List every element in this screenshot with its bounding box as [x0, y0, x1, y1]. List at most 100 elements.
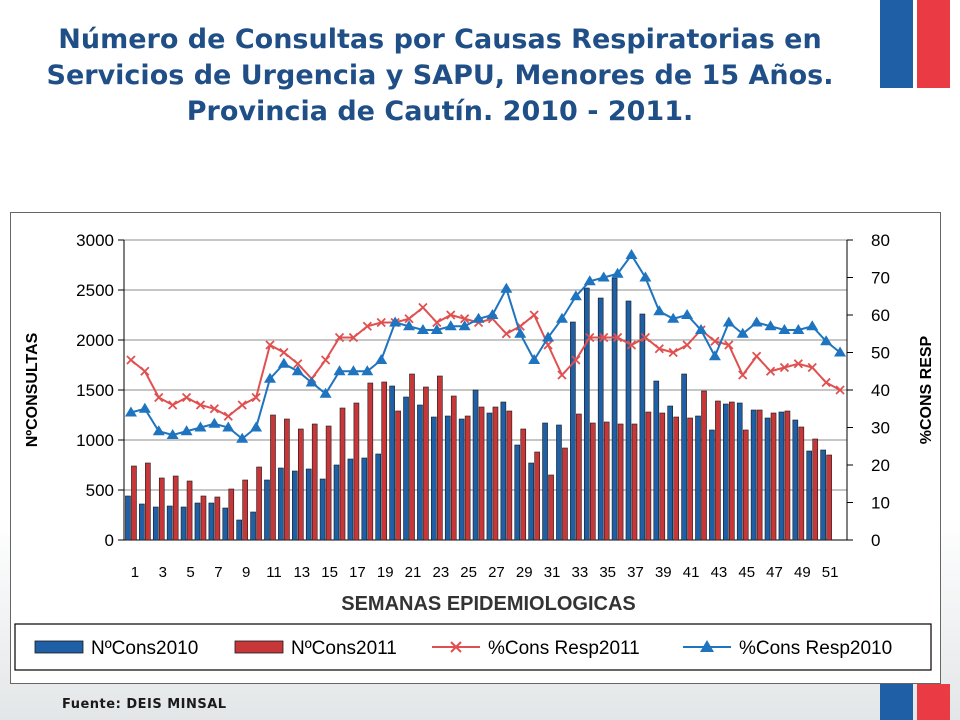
series-pct-2010-marker [764, 320, 777, 331]
series-pct-2010-marker [250, 421, 263, 432]
line-layer [124, 249, 847, 443]
series-pct-2011-marker [682, 340, 692, 350]
series-pct-2011-marker [432, 317, 442, 328]
y2-tick-label: 70 [871, 269, 890, 288]
series-pct-2011-marker [585, 332, 595, 343]
bar-2010 [597, 297, 604, 541]
series-pct-2011-marker [251, 392, 261, 403]
x-tick-label: 5 [186, 564, 194, 581]
series-pct-2011-marker [529, 310, 539, 320]
series-pct-2011-marker [710, 336, 720, 346]
bar-2011 [367, 382, 374, 541]
series-pct-2010-marker [583, 275, 596, 286]
legend-label: %Cons Resp2010 [739, 638, 892, 659]
label-layer: 0 500 1000 1500 2000 2500 3000 0 10 20 30 40 50 60 70 8… [24, 231, 935, 615]
series-pct-2010-marker [569, 290, 582, 301]
bar-2010 [222, 507, 229, 541]
bar-2010 [208, 502, 215, 541]
legend-swatch [234, 640, 284, 654]
bar-2010 [556, 424, 562, 541]
x-tick-label: 19 [377, 564, 394, 581]
series-pct-2011-marker [779, 362, 790, 373]
series-pct-2011-marker [154, 392, 164, 403]
y-tick-label: 2000 [76, 331, 114, 350]
bar-2010 [792, 419, 799, 541]
series-pct-2010-marker [597, 271, 610, 282]
x-tick-label: 1 [131, 564, 139, 581]
bar-2011 [659, 412, 666, 541]
bar-2010 [180, 506, 187, 541]
bar-2011 [645, 411, 652, 541]
series-pct-2010-marker [166, 429, 179, 439]
series-pct-2011-marker [793, 359, 803, 369]
series-pct-2011-marker [460, 314, 470, 324]
chart-title: Número de Consultas por Causas Respirato… [46, 24, 834, 127]
series-pct-2010-marker [305, 376, 318, 387]
bar-2011 [701, 390, 707, 541]
bar-2011 [687, 417, 693, 541]
legend-swatch [34, 640, 84, 654]
series-pct-2011-marker [835, 385, 845, 395]
x-tick-label: 31 [544, 564, 561, 581]
bar-2010 [500, 401, 507, 541]
series-pct-2011-marker [195, 400, 206, 410]
series-pct-2011-marker [168, 400, 178, 410]
y-tick-label: 500 [86, 481, 114, 500]
series-pct-2010-marker [194, 421, 207, 432]
bar-2010 [820, 449, 826, 541]
bar-2011 [381, 381, 388, 541]
bar-2010 [319, 478, 326, 541]
series-pct-2010-marker [778, 324, 791, 334]
bar-2010 [291, 470, 298, 541]
series-pct-2011-marker [140, 366, 150, 376]
series-pct-2010-marker [695, 324, 708, 334]
series-pct-2011-marker [376, 317, 386, 328]
series-pct-2011-marker [640, 332, 651, 343]
chart-svg: 0 500 1000 1500 2000 2500 3000 0 10 20 30 40 50 60 70 8… [14, 231, 935, 671]
bar-2010 [305, 468, 312, 541]
y-tick-label: 2500 [76, 281, 114, 300]
bar-2010 [236, 519, 242, 541]
bar-2010 [514, 444, 521, 541]
series-pct-2011-marker [599, 332, 609, 343]
bar-2010 [681, 373, 687, 541]
series-pct-2011-marker [265, 340, 275, 350]
flag-red-band [917, 0, 950, 88]
bar-2011 [186, 480, 193, 541]
bar-2011 [589, 422, 596, 541]
bar-2011 [576, 413, 582, 541]
x-tick-label: 41 [683, 564, 700, 581]
bar-2010 [444, 415, 451, 541]
bar-2010 [431, 416, 437, 541]
bar-2011 [562, 447, 568, 541]
bar-2010 [472, 389, 479, 541]
bar-2011 [172, 475, 179, 541]
series-pct-2011-marker [404, 314, 414, 324]
bar-2010 [653, 380, 660, 541]
x-tick-label: 35 [599, 564, 616, 581]
series-pct-2010-marker [347, 365, 360, 376]
bar-2011 [214, 496, 221, 541]
series-pct-2010-marker [277, 357, 290, 368]
y2-tick-label: 10 [871, 494, 890, 513]
x-tick-label: 15 [321, 564, 338, 581]
x-tick-label: 3 [159, 564, 167, 581]
x-tick-label: 29 [516, 564, 533, 581]
bar-2011 [756, 409, 763, 541]
bar-2011 [673, 416, 680, 541]
series-pct-2010-marker [208, 417, 221, 428]
series-pct-2011-marker [668, 347, 678, 358]
bar-2010 [264, 479, 270, 541]
series-pct-2010-marker [792, 324, 805, 334]
bar-2011 [437, 375, 443, 541]
series-pct-2010-marker [681, 309, 694, 319]
bar-2011 [256, 466, 262, 541]
x-tick-label: 11 [266, 564, 282, 581]
bar-2010 [570, 321, 576, 541]
series-pct-2010-marker [389, 316, 402, 327]
series-pct-2010-marker [458, 320, 471, 331]
bar-2011 [798, 426, 805, 541]
y2-tick-label: 0 [871, 531, 880, 550]
series-pct-2010-marker [486, 309, 499, 319]
flag-red-band-bottom [917, 684, 950, 720]
